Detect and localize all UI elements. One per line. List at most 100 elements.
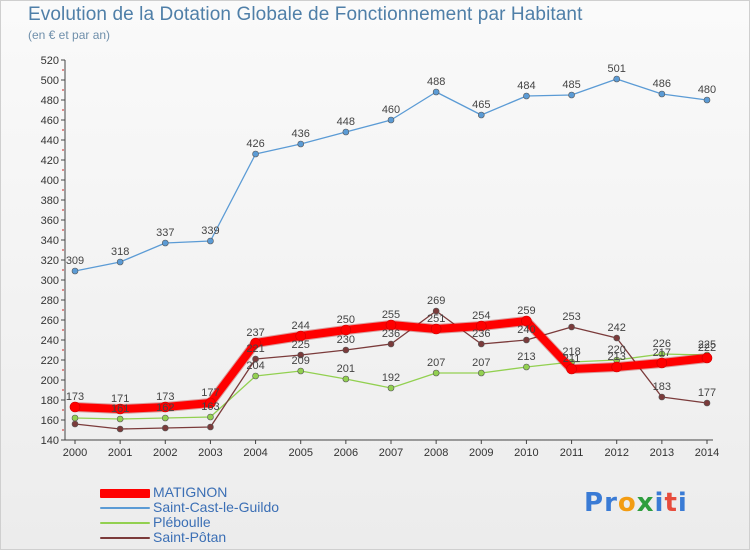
data-label-pl-boulle: 225 [698,339,716,351]
x-tick-label: 2012 [604,447,628,459]
chart-subtitle: (en € et par an) [28,28,111,42]
data-label-saint-p-tan: 269 [427,295,445,307]
y-tick-label: 260 [41,315,59,327]
point-matignon [385,319,397,331]
data-label-saint-cast-le-guildo: 436 [292,128,310,140]
y-tick-label: 320 [41,255,59,267]
y-minor-tick [62,369,64,371]
y-minor-tick [62,249,64,251]
legend-swatch-matignon [100,489,150,498]
point-saint-cast-le-guildo [387,116,395,124]
data-label-saint-cast-le-guildo: 480 [698,84,716,96]
point-saint-p-tan [613,334,621,342]
data-label-saint-cast-le-guildo: 339 [201,225,219,237]
point-saint-cast-le-guildo [342,128,350,136]
legend-label-saint-cast: Saint-Cast-le-Guildo [153,499,280,515]
point-saint-p-tan [432,307,440,315]
data-label-saint-p-tan: 177 [698,387,716,399]
data-label-pl-boulle: 161 [111,403,129,415]
point-saint-p-tan [477,340,485,348]
x-tick-label: 2001 [108,447,132,459]
data-label-pl-boulle: 192 [382,372,400,384]
point-pl-boulle [252,372,259,380]
data-label-pl-boulle: 213 [517,351,535,363]
y-minor-tick [62,289,64,291]
y-minor-tick [62,409,64,411]
x-tick-label: 2014 [695,447,719,459]
data-label-saint-cast-le-guildo: 426 [246,138,264,150]
data-label-saint-p-tan: 253 [562,311,580,323]
point-pl-boulle [387,384,395,392]
point-matignon [340,324,352,336]
legend-label-pleboulle: Pléboulle [153,514,211,530]
data-label-saint-p-tan: 236 [382,328,400,340]
data-label-matignon: 250 [337,314,355,326]
x-tick-label: 2009 [469,447,493,459]
data-label-matignon: 211 [563,353,581,365]
y-minor-tick [62,229,64,231]
data-label-pl-boulle: 220 [608,344,626,356]
point-pl-boulle [658,350,666,358]
y-minor-tick [62,89,64,91]
data-label-saint-cast-le-guildo: 501 [608,63,626,75]
data-label-saint-cast-le-guildo: 309 [66,255,84,267]
data-label-matignon: 251 [427,313,445,325]
y-minor-tick [62,209,64,211]
y-tick-label: 220 [41,355,59,367]
y-tick-label: 240 [41,335,59,347]
data-label-matignon: 173 [156,391,174,403]
x-tick-label: 2003 [198,447,222,459]
data-label-pl-boulle: 207 [472,357,490,369]
x-tick-label: 2002 [153,447,177,459]
point-saint-p-tan [568,323,575,331]
point-saint-p-tan [116,425,124,433]
data-label-pl-boulle: 204 [246,360,264,372]
point-saint-p-tan [387,340,395,348]
legend-item-saint-cast: Saint-Cast-le-Guildo [100,499,360,515]
chart-title: Evolution de la Dotation Globale de Fonc… [28,4,583,25]
data-label-matignon: 255 [382,309,400,321]
point-saint-cast-le-guildo [252,150,259,158]
y-tick-label: 160 [41,415,59,427]
x-tick-label: 2008 [424,447,448,459]
data-label-pl-boulle: 209 [292,355,310,367]
point-saint-p-tan [703,399,711,407]
legend-item-pleboulle: Pléboulle [100,514,360,530]
point-saint-p-tan [71,420,79,428]
data-label-saint-cast-le-guildo: 337 [156,227,174,239]
legend-swatch-saint-cast [100,507,150,509]
y-minor-tick [62,129,64,131]
y-minor-tick [62,349,64,351]
y-tick-label: 400 [41,175,59,187]
data-label-saint-cast-le-guildo: 484 [517,80,535,92]
y-tick-label: 140 [41,435,59,447]
point-pl-boulle [342,375,350,383]
y-minor-tick [62,329,64,331]
data-label-saint-cast-le-guildo: 488 [427,76,445,88]
x-tick-label: 2004 [243,447,267,459]
y-tick-label: 180 [41,395,59,407]
y-tick-label: 420 [41,155,59,167]
y-tick-label: 280 [41,295,59,307]
data-label-saint-p-tan: 230 [337,334,355,346]
y-tick-label: 340 [41,235,59,247]
data-label-matignon: 213 [608,351,626,363]
data-label-pl-boulle: 163 [201,401,219,413]
data-label-saint-cast-le-guildo: 460 [382,104,400,116]
data-label-saint-p-tan: 183 [653,381,671,393]
y-tick-label: 300 [41,275,59,287]
point-pl-boulle [116,415,124,423]
point-saint-cast-le-guildo [523,92,530,100]
point-matignon [611,361,623,373]
data-label-matignon: 222 [698,342,716,354]
data-label-saint-p-tan: 221 [246,343,264,355]
data-label-saint-cast-le-guildo: 448 [337,116,355,128]
point-pl-boulle [432,369,440,377]
point-matignon [430,323,442,335]
data-label-saint-cast-le-guildo: 486 [653,78,671,90]
point-saint-cast-le-guildo [568,91,575,99]
y-tick-label: 380 [41,195,59,207]
data-label-matignon: 237 [246,327,264,339]
